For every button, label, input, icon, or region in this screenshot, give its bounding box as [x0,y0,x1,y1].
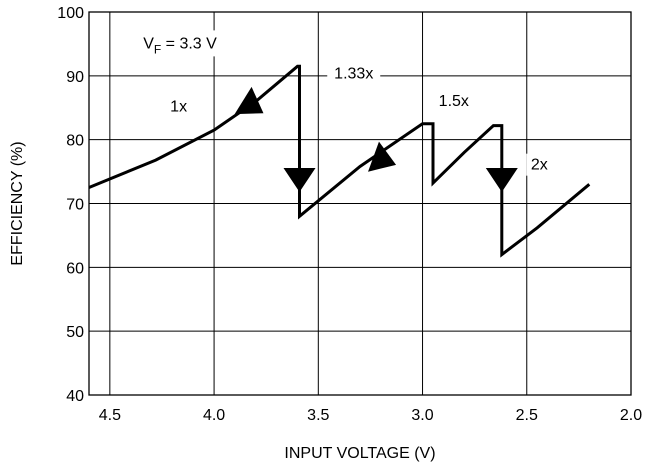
mode-label-mode-1x: 1x [170,99,187,116]
y-tick-labels: 40 50 60 70 80 90 100 [57,5,84,405]
mode-label-mode-2x: 2x [531,157,548,174]
x-tick-label: 3.5 [307,407,329,424]
y-tick-label: 60 [66,260,84,277]
x-tick-label: 2.5 [516,407,538,424]
x-tick-label: 4.5 [99,407,121,424]
x-tick-label: 4.0 [203,407,225,424]
y-tick-label: 50 [66,324,84,341]
arrow-group [234,86,518,192]
mode-label-bg [431,89,476,112]
annotations: VF = 3.3 V 1x 1.33x 1.5x 2x [141,30,553,176]
x-axis-title: INPUT VOLTAGE (V) [284,445,435,462]
mode-label-mode-133x: 1.33x [334,65,373,82]
y-axis-title: EFFICIENCY (%) [9,141,26,265]
plot-frame [88,11,632,396]
arrow-marker [368,141,397,172]
x-tick-label: 2.0 [620,407,642,424]
x-tick-labels: 4.5 4.0 3.5 3.0 2.5 2.0 [99,407,642,424]
series-group [88,64,591,258]
vf-label: VF = 3.3 V [143,35,217,56]
y-tick-label: 40 [66,388,84,405]
y-tick-label: 90 [66,69,84,86]
mode-label-bg [526,153,553,176]
y-tick-label: 100 [57,5,84,22]
y-tick-label: 80 [66,133,84,150]
vf-label-bg [141,30,240,57]
efficiency-series-line [88,64,591,258]
x-tick-label: 3.0 [411,407,433,424]
y-tick-label: 70 [66,197,84,214]
mode-label-mode-15x: 1.5x [439,93,469,110]
mode-label-bg [165,95,192,118]
arrow-marker [283,168,316,192]
mode-label-bg [327,62,381,85]
arrow-marker [485,168,518,192]
arrow-marker [234,86,264,115]
